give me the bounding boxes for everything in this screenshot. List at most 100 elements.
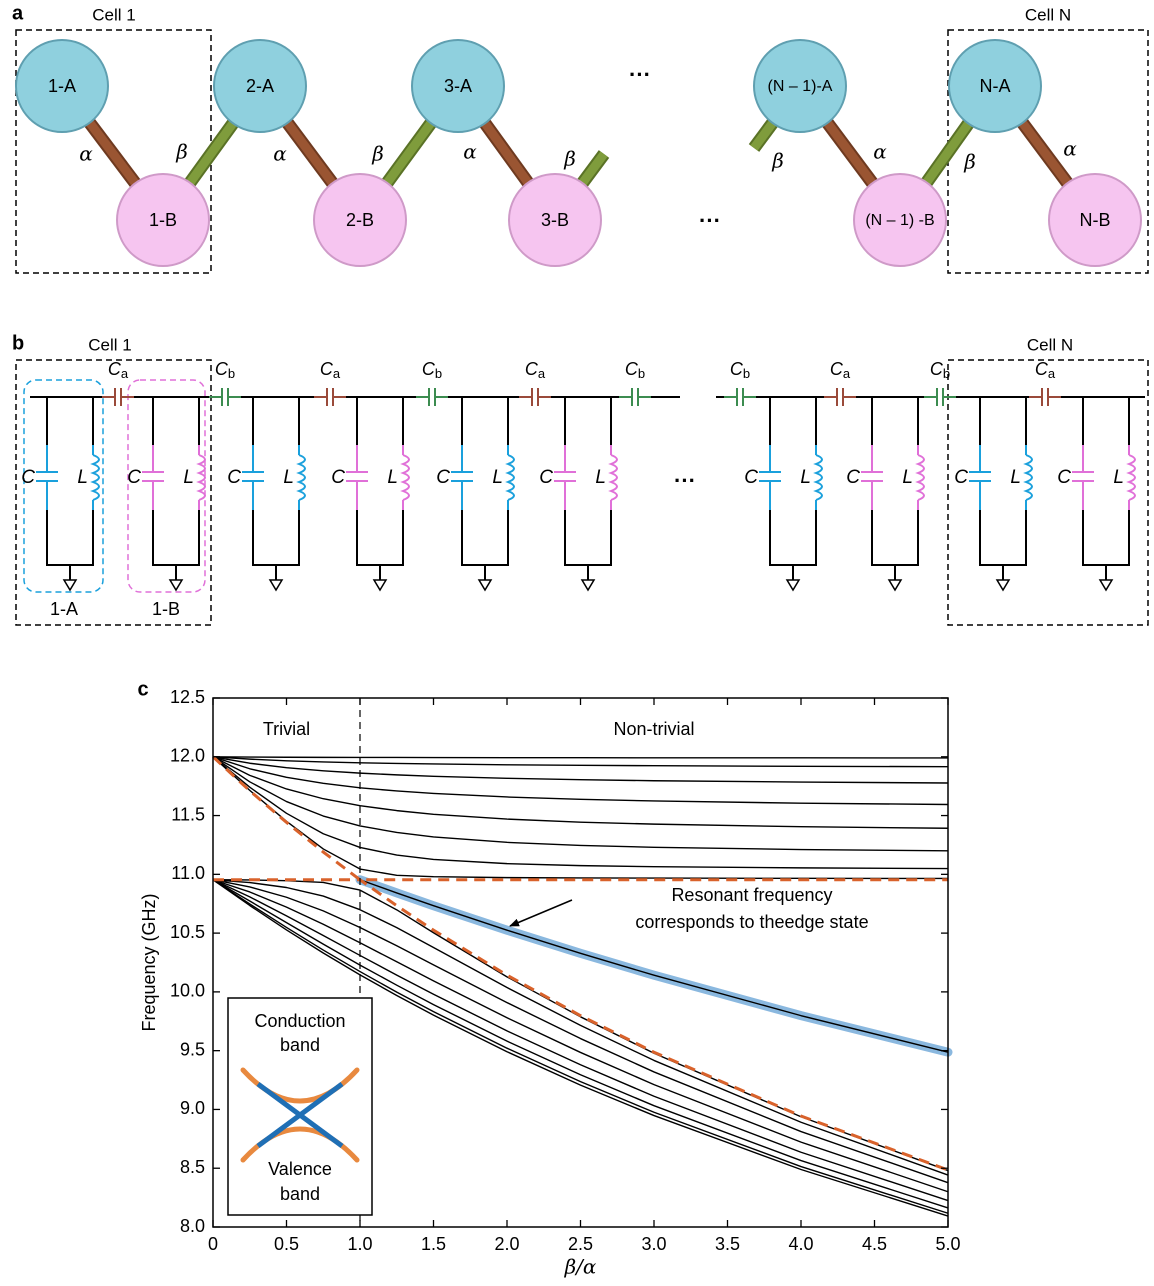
x-tick-label: 1.0	[347, 1234, 372, 1254]
capacitor-subscript: b	[943, 366, 950, 381]
capacitor-label: C	[21, 467, 35, 488]
inductor	[199, 455, 205, 500]
region-label: Trivial	[263, 719, 310, 739]
capacitor-symbol: C	[525, 359, 539, 379]
band-line	[213, 757, 948, 879]
x-tick-label: 5.0	[935, 1234, 960, 1254]
band-line	[213, 757, 948, 805]
figure: aCell 1Cell N1-A1-B2-A2-B3-A3-B(N – 1)-A…	[0, 0, 1154, 1286]
ground	[582, 580, 594, 590]
capacitor-symbol: C	[1035, 359, 1049, 379]
site-label: 2-B	[346, 210, 374, 230]
y-tick-label: 10.5	[170, 922, 205, 942]
ground	[270, 580, 282, 590]
capacitor-symbol: C	[108, 359, 122, 379]
coupling-capacitor-label: Ca	[830, 359, 851, 382]
inductor-label: L	[387, 467, 398, 488]
capacitor-symbol: C	[215, 359, 229, 379]
ground	[479, 580, 491, 590]
ground	[374, 580, 386, 590]
capacitor-label: C	[539, 467, 553, 488]
site-label: 1-B	[149, 210, 177, 230]
inductor-label: L	[1113, 467, 1124, 488]
coupling-capacitor-label: Cb	[625, 359, 645, 382]
inductor-label: L	[595, 467, 606, 488]
page: { "panel_a": { "label": "a", "cells": ["…	[0, 0, 1154, 1286]
ground	[787, 580, 799, 590]
inset-label: Valence	[268, 1159, 332, 1179]
inductor	[816, 455, 822, 500]
ellipsis: ···	[699, 208, 721, 233]
band-edge	[213, 757, 948, 880]
inductor-label: L	[283, 467, 294, 488]
ground	[170, 580, 182, 590]
inductor	[403, 455, 409, 500]
coupling-label: β	[371, 142, 384, 166]
coupling-label: β	[963, 150, 976, 174]
y-tick-label: 11.5	[171, 804, 205, 824]
x-tick-label: 2.0	[494, 1234, 519, 1254]
inset-label: band	[280, 1035, 320, 1055]
band-line	[213, 757, 948, 783]
capacitor-subscript: b	[638, 366, 645, 381]
site-label: N-A	[980, 76, 1011, 96]
x-tick-label: 4.5	[862, 1234, 887, 1254]
cell-label: Cell N	[1027, 335, 1073, 354]
annotation: corresponds to theedge state	[635, 912, 868, 932]
capacitor-label: C	[436, 467, 450, 488]
coupling-capacitor-label: Cb	[930, 359, 950, 382]
x-axis-label: β/α	[564, 1255, 597, 1279]
y-tick-label: 11.0	[171, 863, 205, 883]
coupling-label: α	[79, 142, 93, 166]
y-tick-label: 10.0	[170, 981, 205, 1001]
x-tick-label: 3.5	[715, 1234, 740, 1254]
coupling-capacitor-label: Ca	[108, 359, 129, 382]
cell-label: Cell N	[1025, 5, 1071, 24]
group-label: 1-B	[152, 599, 180, 619]
group-label: 1-A	[50, 599, 78, 619]
capacitor-symbol: C	[422, 359, 436, 379]
site-label: N-B	[1080, 210, 1111, 230]
edge-state-highlight	[360, 880, 948, 1052]
inductor	[918, 455, 924, 500]
inductor	[1129, 455, 1135, 500]
y-tick-label: 12.0	[170, 746, 205, 766]
capacitor-subscript: a	[538, 366, 546, 381]
coupling-capacitor-label: Cb	[422, 359, 442, 382]
capacitor-symbol: C	[625, 359, 639, 379]
inductor	[1026, 455, 1032, 500]
capacitor-label: C	[227, 467, 241, 488]
site-label: 1-A	[48, 76, 76, 96]
capacitor-subscript: a	[843, 366, 851, 381]
x-tick-label: 2.5	[568, 1234, 593, 1254]
capacitor-subscript: a	[121, 366, 129, 381]
capacitor-symbol: C	[320, 359, 334, 379]
coupling-label: β	[771, 149, 784, 173]
coupling-label: β	[563, 147, 576, 171]
coupling-label: α	[273, 142, 287, 166]
region-label: Non-trivial	[613, 719, 694, 739]
capacitor-label: C	[127, 467, 141, 488]
x-tick-label: 4.0	[788, 1234, 813, 1254]
y-axis-label: Frequency (GHz)	[139, 893, 159, 1031]
coupling-capacitor-label: Ca	[1035, 359, 1056, 382]
y-tick-label: 8.0	[180, 1216, 205, 1236]
ground	[64, 580, 76, 590]
ground	[889, 580, 901, 590]
inductor	[508, 455, 514, 500]
coupling-label: β	[175, 140, 188, 164]
site-label: 3-A	[444, 76, 472, 96]
coupling-label: α	[463, 140, 477, 164]
ground	[997, 580, 1009, 590]
inset-label: Conduction	[254, 1011, 345, 1031]
inductor	[93, 455, 99, 500]
y-tick-label: 8.5	[180, 1157, 205, 1177]
ellipsis: ···	[629, 62, 651, 87]
inset-label: band	[280, 1184, 320, 1204]
capacitor-symbol: C	[830, 359, 844, 379]
inductor-label: L	[1010, 467, 1021, 488]
panel-label: b	[12, 332, 24, 354]
annotation: Resonant frequency	[671, 885, 832, 905]
inductor-label: L	[902, 467, 913, 488]
capacitor-label: C	[1057, 467, 1071, 488]
